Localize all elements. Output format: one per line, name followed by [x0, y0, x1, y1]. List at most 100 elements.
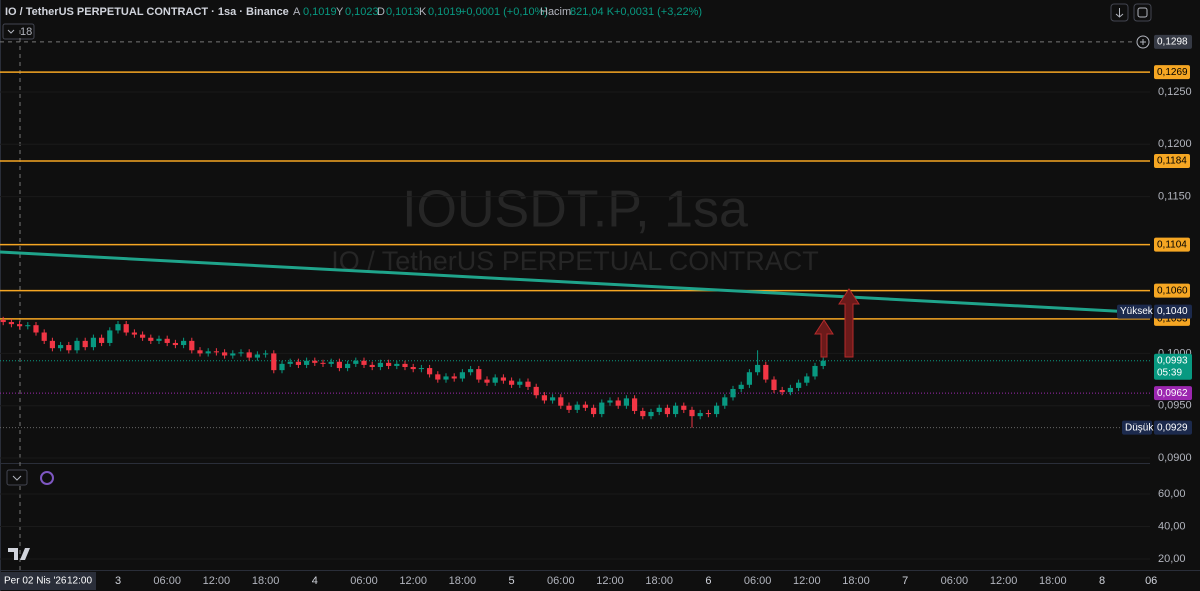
x-tick-label: 18:00	[449, 575, 477, 587]
candle-body	[517, 381, 523, 385]
candle-body	[468, 369, 474, 373]
candle-body	[164, 338, 170, 343]
logo	[8, 548, 30, 560]
candle-body	[820, 360, 826, 366]
candle-body	[722, 397, 728, 406]
candle-body	[82, 340, 88, 348]
candle-body	[705, 413, 711, 415]
low-name-box	[1122, 420, 1152, 435]
candle-body	[271, 353, 277, 371]
candle-body	[99, 337, 105, 343]
candle-body	[361, 360, 367, 365]
level-label: 0,1104	[1157, 239, 1187, 250]
candle-body	[427, 368, 433, 375]
download-button[interactable]	[1110, 3, 1129, 22]
level-box	[1154, 237, 1190, 252]
candle-body	[771, 379, 777, 391]
high-box	[1154, 304, 1192, 319]
level-label: 0,1060	[1157, 285, 1188, 296]
candle-body	[763, 364, 769, 380]
candle-body	[377, 362, 383, 368]
candle-body	[435, 374, 441, 380]
fullscreen-button[interactable]	[1133, 3, 1152, 22]
x-tick-label: 5	[509, 575, 515, 587]
add-alert-icon[interactable]	[1136, 35, 1150, 49]
y-tick-label: 0,0900	[1158, 452, 1192, 464]
candle-body	[681, 405, 687, 410]
candle-body	[738, 384, 744, 389]
candle-body	[197, 350, 203, 354]
candle-body	[632, 398, 638, 411]
candle-body	[509, 380, 515, 385]
candle-body	[8, 322, 14, 325]
candle-body	[418, 368, 424, 370]
candle-body	[353, 360, 359, 364]
pane-toggle[interactable]	[6, 469, 28, 486]
x-tick-label: 18:00	[1039, 575, 1067, 587]
ohlc-value: 0,1013	[386, 6, 420, 18]
ohlc-key: A	[293, 6, 301, 18]
level-box	[1154, 65, 1190, 80]
candle-body	[172, 342, 178, 346]
candle-body	[246, 352, 252, 358]
candle-body	[673, 405, 679, 415]
crosshair-box	[1154, 34, 1192, 49]
candle-body	[574, 404, 580, 410]
candle-body	[66, 345, 72, 351]
ohlc-change: +0,0001 (+0,10%)	[460, 6, 548, 18]
candle-body	[533, 386, 539, 396]
candle-body	[591, 407, 597, 415]
x-tick-label: 18:00	[645, 575, 673, 587]
candle-body	[615, 400, 621, 406]
candle-body	[25, 325, 31, 327]
indicator-toggle[interactable]	[2, 23, 35, 40]
countdown-label: 05:39	[1157, 367, 1182, 378]
high-name-label: Yüksek	[1120, 306, 1154, 317]
y-tick-label: 0,1250	[1158, 86, 1192, 98]
x-tick-label: 12:00	[990, 575, 1018, 587]
candle-body	[304, 360, 310, 365]
indicator-icon[interactable]	[40, 471, 54, 485]
ohlc-key: K	[419, 6, 427, 18]
low-name-label: Düşük	[1125, 422, 1154, 433]
alert-label: 0,0962	[1157, 388, 1188, 399]
y-tick-label: 60,00	[1158, 488, 1186, 500]
y-tick-label: 0,1150	[1158, 190, 1191, 202]
candle-body	[90, 337, 96, 348]
chevron-icon	[12, 475, 22, 481]
crosshair-date: Per 02 Nis '26	[4, 576, 67, 587]
candle-body	[451, 376, 457, 379]
candle-body	[755, 364, 761, 373]
level-label: 0,1033	[1157, 314, 1188, 325]
x-tick-label: 06:00	[941, 575, 969, 587]
x-tick-label: 06:00	[744, 575, 772, 587]
candle-body	[131, 332, 137, 335]
level-label: 0,1184	[1157, 156, 1187, 167]
candle-body	[582, 404, 588, 408]
level-box	[1154, 283, 1190, 298]
candle-body	[107, 330, 113, 343]
ohlc-key: Y	[336, 6, 344, 18]
candle-body	[656, 407, 662, 412]
volume-value: 821,04 K	[570, 6, 615, 18]
candle-body	[222, 352, 228, 356]
candle-body	[779, 390, 785, 393]
symbol-title: IO / TetherUS PERPETUAL CONTRACT · 1sa ·…	[5, 6, 289, 18]
candle-body	[525, 381, 531, 387]
high-name-box	[1117, 304, 1152, 319]
candle-body	[230, 353, 236, 356]
candle-body	[459, 372, 465, 379]
watermark-name: IO / TetherUS PERPETUAL CONTRACT	[331, 246, 819, 276]
candle-body	[558, 397, 564, 406]
candle-body	[550, 397, 556, 401]
candle-body	[787, 387, 793, 393]
candle-body	[205, 351, 211, 354]
y-tick-label: 20,00	[1158, 553, 1186, 565]
x-tick-label: 4	[312, 575, 318, 587]
candle-body	[812, 365, 818, 377]
candle-body	[402, 363, 408, 368]
x-tick-label: 12:00	[596, 575, 624, 587]
candle-body	[0, 319, 6, 323]
